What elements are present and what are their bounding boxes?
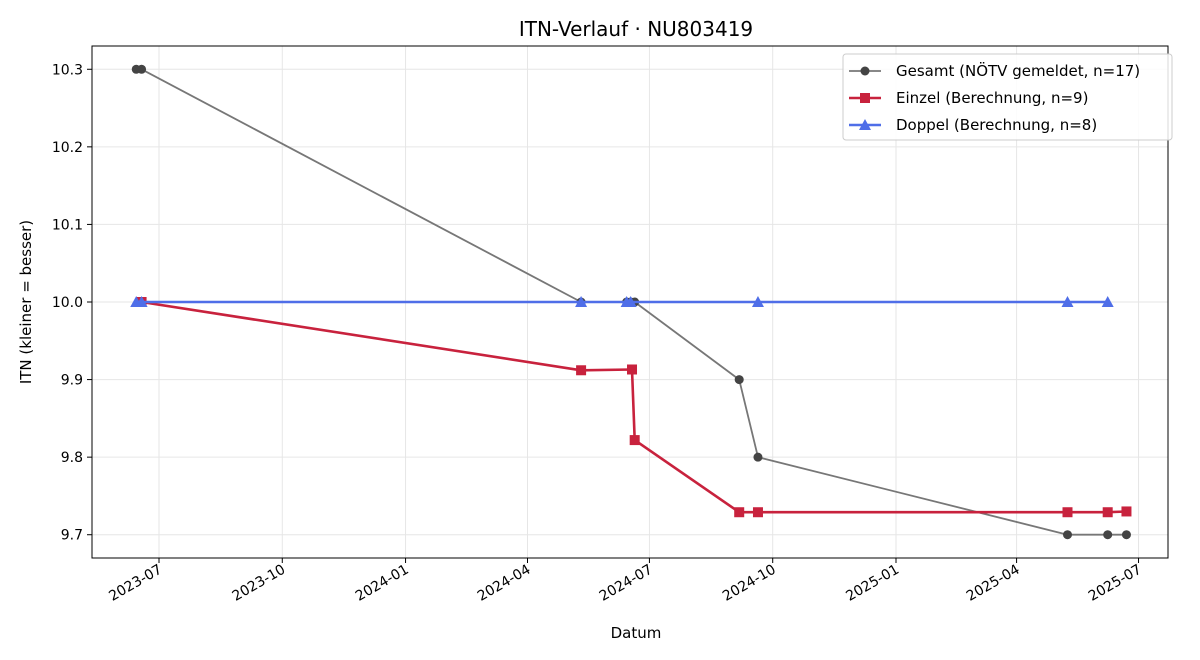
data-point-gesamt (734, 375, 744, 385)
y-tick-label: 9.7 (61, 528, 83, 544)
y-tick-label: 10.0 (52, 295, 83, 311)
data-point-gesamt (753, 452, 763, 462)
y-axis: 9.7 9.8 9.9 10.0 10.1 10.2 10.3 (52, 62, 92, 544)
data-point-einzel (1121, 506, 1132, 517)
x-tick-label: 2024-01 (353, 562, 412, 605)
x-axis-label: Datum (611, 624, 662, 642)
data-point-einzel (627, 364, 638, 375)
data-point-gesamt (1063, 530, 1073, 540)
y-tick-label: 10.1 (52, 217, 83, 233)
y-axis-label: ITN (kleiner = besser) (17, 220, 35, 384)
legend-box (842, 53, 1173, 141)
x-tick-label: 2023-10 (230, 562, 289, 605)
y-tick-label: 9.8 (61, 450, 83, 466)
legend-entry-doppel: Doppel (Berechnung, n=8) (849, 116, 1097, 134)
x-axis: 2023-07 2023-10 2024-01 2024-04 2024-07 2024-… (106, 558, 1145, 605)
x-tick-label: 2024-07 (597, 562, 656, 605)
data-point-gesamt (1121, 530, 1131, 540)
data-point-gesamt (1103, 530, 1113, 540)
data-point-gesamt (137, 64, 147, 74)
legend-label: Gesamt (NÖTV gemeldet, n=17) (896, 61, 1140, 80)
data-point-doppel (624, 296, 637, 307)
data-point-einzel (734, 507, 745, 518)
series-doppel (130, 296, 1114, 307)
y-tick-label: 9.9 (61, 373, 83, 389)
legend-entry-gesamt: Gesamt (NÖTV gemeldet, n=17) (849, 61, 1140, 80)
series-einzel (136, 297, 1132, 518)
legend-label: Doppel (Berechnung, n=8) (896, 116, 1097, 134)
x-tick-label: 2024-04 (475, 562, 534, 605)
data-point-einzel (1102, 507, 1113, 518)
x-tick-label: 2023-07 (106, 562, 165, 605)
legend: Gesamt (NÖTV gemeldet, n=17) Einzel (Bere… (842, 53, 1173, 141)
data-point-einzel (629, 435, 640, 446)
legend-label: Einzel (Berechnung, n=9) (896, 89, 1088, 107)
data-point-doppel (751, 296, 764, 307)
data-point-doppel (575, 296, 588, 307)
x-tick-label: 2025-07 (1086, 562, 1145, 605)
data-point-doppel (1061, 296, 1074, 307)
chart-title: ITN-Verlauf · NU803419 (519, 17, 753, 41)
series-layer (130, 64, 1132, 540)
x-tick-label: 2025-04 (964, 562, 1023, 605)
series-line-einzel (141, 300, 1127, 514)
data-point-einzel (752, 507, 763, 518)
y-tick-label: 10.3 (52, 62, 83, 78)
data-point-einzel (1062, 507, 1073, 518)
x-tick-label: 2025-01 (843, 562, 902, 605)
data-point-doppel (135, 296, 148, 307)
x-tick-label: 2024-10 (720, 562, 779, 605)
legend-marker (860, 93, 870, 103)
data-point-doppel (1101, 296, 1114, 307)
data-point-einzel (576, 365, 587, 376)
legend-entry-einzel: Einzel (Berechnung, n=9) (849, 89, 1088, 107)
legend-marker (860, 66, 870, 76)
legend-marker (859, 119, 871, 130)
y-tick-label: 10.2 (52, 140, 83, 156)
